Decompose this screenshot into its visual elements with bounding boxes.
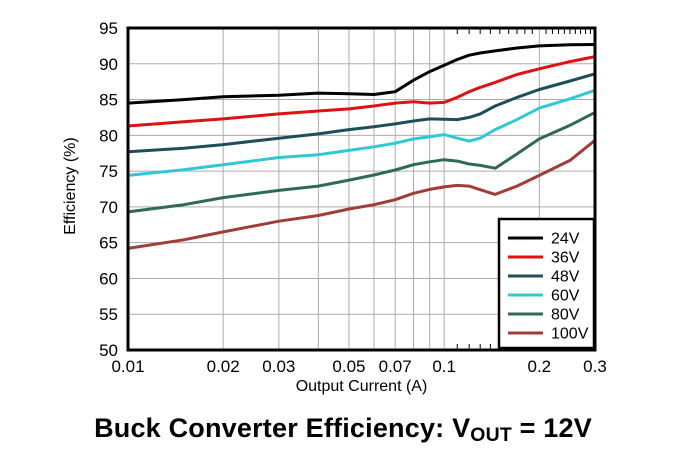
legend-label-80V: 80V — [551, 307, 580, 324]
plot-frame — [126, 26, 597, 352]
x-tick-label: 0.3 — [583, 357, 607, 376]
legend-label-36V: 36V — [551, 250, 580, 267]
y-tick-label: 80 — [99, 126, 118, 145]
y-axis-title: Efficiency (%) — [62, 137, 79, 235]
series-line-60V — [127, 88, 596, 177]
figure-title-prefix: Buck Converter Efficiency: V — [94, 413, 471, 443]
x-tick-label: 0.03 — [262, 357, 295, 376]
series-line-48V — [127, 72, 596, 154]
legend-label-24V: 24V — [551, 231, 580, 248]
figure-title-suffix: = 12V — [511, 413, 592, 443]
x-tick-label: 0.07 — [379, 357, 412, 376]
y-tick-label: 75 — [99, 162, 118, 181]
series-line-36V — [127, 55, 596, 128]
series-line-80V — [127, 111, 596, 214]
x-tick-label: 0.1 — [432, 357, 456, 376]
x-tick-label: 0.05 — [332, 357, 365, 376]
figure-title-subscript: OUT — [470, 424, 512, 447]
x-tick-label: 0.2 — [528, 357, 552, 376]
y-tick-label: 50 — [99, 341, 118, 360]
legend-label-100V: 100V — [551, 326, 589, 343]
x-tick-label: 0.01 — [111, 357, 144, 376]
y-tick-label: 85 — [99, 91, 118, 110]
y-tick-label: 95 — [99, 19, 118, 38]
legend-label-60V: 60V — [551, 288, 580, 305]
series-line-24V — [127, 43, 596, 105]
figure-title: Buck Converter Efficiency: VOUT = 12V — [0, 413, 686, 447]
legend-label-48V: 48V — [551, 269, 580, 286]
legend-box — [497, 217, 596, 350]
y-tick-label: 70 — [99, 198, 118, 217]
y-tick-label: 55 — [99, 305, 118, 324]
y-tick-label: 65 — [99, 234, 118, 253]
series-line-100V — [127, 139, 596, 250]
y-tick-label: 60 — [99, 269, 118, 288]
x-axis-title: Output Current (A) — [295, 378, 428, 395]
y-tick-label: 90 — [99, 55, 118, 74]
x-tick-label: 0.02 — [207, 357, 240, 376]
